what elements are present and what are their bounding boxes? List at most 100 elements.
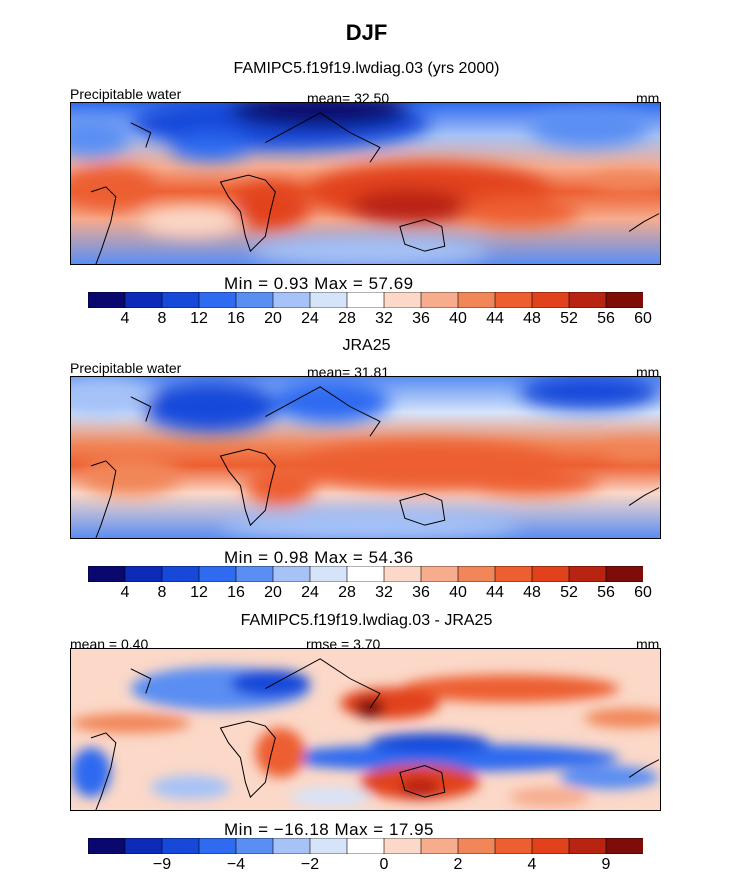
colorbar-2-bin-9 xyxy=(420,566,459,582)
panel-1-title: FAMIPC5.f19f19.lwdiag.03 (yrs 2000) xyxy=(233,60,500,77)
panel-3-colorbar-svg xyxy=(88,838,643,854)
colorbar-2-tick-label: 36 xyxy=(412,584,430,601)
colorbar-3-bin-10 xyxy=(457,838,496,854)
panel-1-map xyxy=(70,102,661,265)
colorbar-1-tick-label: 4 xyxy=(120,310,130,327)
colorbar-2-bin-13 xyxy=(568,566,607,582)
colorbar-1-tick-label: 56 xyxy=(597,310,615,327)
colorbar-1-tick-label: 16 xyxy=(227,310,245,327)
colorbar-2-tick-label: 52 xyxy=(560,584,578,601)
colorbar-3-tick-label: 9 xyxy=(601,856,611,873)
colorbar-3-bin-13 xyxy=(568,838,607,854)
colorbar-1-tick-label: 44 xyxy=(486,310,504,327)
colorbar-2-tick-label: 20 xyxy=(264,584,282,601)
colorbar-3-bin-12 xyxy=(531,838,570,854)
colorbar-1-tick-label: 20 xyxy=(264,310,282,327)
colorbar-3-tick-label: −9 xyxy=(152,856,172,873)
panel-2-title: JRA25 xyxy=(342,337,391,354)
colorbar-2-tick-label: 48 xyxy=(523,584,541,601)
colorbar-1-bin-6 xyxy=(309,292,348,308)
panel-1-colorbar-ticks: 4 8 12 16 20 24 28 32 36 40 44 48 52 56 60 xyxy=(88,310,652,330)
colorbar-3-tick-label: −4 xyxy=(226,856,246,873)
colorbar-3-bin-14 xyxy=(605,838,643,854)
colorbar-1-tick-label: 36 xyxy=(412,310,430,327)
colorbar-2-bin-4 xyxy=(235,566,274,582)
colorbar-1-bin-0 xyxy=(88,292,126,308)
panel-1-colorbar xyxy=(88,292,643,308)
colorbar-1-tick-label: 32 xyxy=(375,310,393,327)
panel-3-minmax: Min = −16.18 Max = 17.95 xyxy=(224,820,434,839)
colorbar-1-tick-label: 52 xyxy=(560,310,578,327)
panel-3-map xyxy=(70,648,661,811)
colorbar-3-bin-7 xyxy=(346,838,385,854)
colorbar-2-tick-label: 16 xyxy=(227,584,245,601)
colorbar-1-bin-9 xyxy=(420,292,459,308)
colorbar-2-bin-11 xyxy=(494,566,533,582)
colorbar-3-bin-5 xyxy=(272,838,311,854)
colorbar-1-bin-14 xyxy=(605,292,643,308)
colorbar-2-tick-label: 32 xyxy=(375,584,393,601)
colorbar-1-bin-7 xyxy=(346,292,385,308)
colorbar-1-bin-2 xyxy=(161,292,200,308)
colorbar-2-bin-6 xyxy=(309,566,348,582)
panel-1-field xyxy=(71,103,660,264)
colorbar-3-tick-label: 0 xyxy=(379,856,389,873)
panel-3-colorbar-ticks: −9 −4 −2 0 2 4 9 xyxy=(88,856,643,876)
colorbar-2-bin-14 xyxy=(605,566,643,582)
panel-2-minmax: Min = 0.98 Max = 54.36 xyxy=(224,548,414,567)
colorbar-1-bin-8 xyxy=(383,292,422,308)
panel-1-variable-label: Precipitable water xyxy=(70,86,182,102)
colorbar-2-bin-3 xyxy=(198,566,237,582)
colorbar-1-bin-5 xyxy=(272,292,311,308)
colorbar-1-bin-13 xyxy=(568,292,607,308)
colorbar-1-tick-label: 60 xyxy=(634,310,652,327)
colorbar-3-bin-3 xyxy=(198,838,237,854)
colorbar-3-bin-2 xyxy=(161,838,200,854)
colorbar-2-bin-10 xyxy=(457,566,496,582)
colorbar-1-bin-3 xyxy=(198,292,237,308)
panel-2-field xyxy=(71,377,660,538)
panel-2-colorbar xyxy=(88,566,643,582)
colorbar-1-bin-10 xyxy=(457,292,496,308)
colorbar-2-tick-label: 8 xyxy=(157,584,167,601)
colorbar-1-bin-4 xyxy=(235,292,274,308)
panel-2-colorbar-svg xyxy=(88,566,643,582)
panel-1-minmax: Min = 0.93 Max = 57.69 xyxy=(224,274,414,293)
colorbar-3-bin-4 xyxy=(235,838,274,854)
colorbar-1-tick-label: 48 xyxy=(523,310,541,327)
panel-3-title: FAMIPC5.f19f19.lwdiag.03 - JRA25 xyxy=(240,612,493,629)
colorbar-2-tick-label: 4 xyxy=(120,584,130,601)
colorbar-1-tick-label: 12 xyxy=(190,310,208,327)
panel-2-colorbar-ticks: 4 8 12 16 20 24 28 32 36 40 44 48 52 56 60 xyxy=(88,584,652,604)
colorbar-3-bin-11 xyxy=(494,838,533,854)
colorbar-1-bin-11 xyxy=(494,292,533,308)
panel-2-variable-label: Precipitable water xyxy=(70,360,182,376)
colorbar-3-bin-9 xyxy=(420,838,459,854)
colorbar-3-bin-0 xyxy=(88,838,126,854)
colorbar-2-bin-0 xyxy=(88,566,126,582)
colorbar-1-tick-label: 40 xyxy=(449,310,467,327)
colorbar-2-tick-label: 56 xyxy=(597,584,615,601)
colorbar-2-bin-2 xyxy=(161,566,200,582)
colorbar-2-tick-label: 60 xyxy=(634,584,652,601)
colorbar-2-bin-1 xyxy=(124,566,163,582)
panel-3-colorbar xyxy=(88,838,643,854)
colorbar-3-bin-8 xyxy=(383,838,422,854)
colorbar-1-tick-label: 8 xyxy=(157,310,167,327)
colorbar-1-bin-12 xyxy=(531,292,570,308)
colorbar-3-tick-label: 2 xyxy=(453,856,463,873)
colorbar-2-bin-5 xyxy=(272,566,311,582)
colorbar-2-tick-label: 40 xyxy=(449,584,467,601)
colorbar-3-tick-label: −2 xyxy=(300,856,320,873)
colorbar-2-tick-label: 12 xyxy=(190,584,208,601)
colorbar-2-bin-7 xyxy=(346,566,385,582)
colorbar-2-tick-label: 44 xyxy=(486,584,504,601)
panel-2-map xyxy=(70,376,661,539)
colorbar-1-tick-label: 24 xyxy=(301,310,319,327)
colorbar-3-bin-6 xyxy=(309,838,348,854)
figure-title: DJF xyxy=(345,20,388,45)
colorbar-2-bin-8 xyxy=(383,566,422,582)
colorbar-3-tick-label: 4 xyxy=(527,856,537,873)
colorbar-3-bin-1 xyxy=(124,838,163,854)
colorbar-2-bin-12 xyxy=(531,566,570,582)
